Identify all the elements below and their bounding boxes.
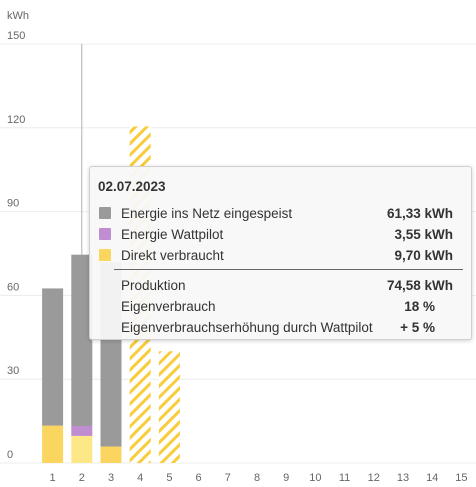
tooltip-value: 9,70 kWh bbox=[394, 248, 453, 263]
bar-segment-energie-wattpilot[interactable] bbox=[71, 425, 93, 436]
x-tick-label: 14 bbox=[426, 472, 438, 484]
tooltip-divider bbox=[114, 269, 463, 270]
x-tick-label: 7 bbox=[225, 472, 231, 484]
y-tick-label: 120 bbox=[7, 114, 25, 126]
tooltip-row-wattpilot: Energie Wattpilot 3,55 kWh bbox=[98, 224, 463, 245]
y-axis-unit-label: kWh bbox=[7, 10, 29, 22]
forecast-bar[interactable] bbox=[158, 351, 180, 463]
tooltip-label: Direkt verbraucht bbox=[121, 248, 224, 263]
x-tick-label: 9 bbox=[283, 472, 289, 484]
x-axis-ticks: 1 2 3 4 5 6 7 8 9 10 11 12 13 14 15 bbox=[50, 472, 468, 484]
y-tick-label: 60 bbox=[7, 281, 19, 293]
tooltip-value: + 5 % bbox=[400, 320, 435, 335]
hover-tooltip: 02.07.2023 Energie ins Netz eingespeist … bbox=[89, 166, 472, 340]
tooltip-row-wattpilot-increase: Eigenverbrauchserhöhung durch Wattpilot … bbox=[98, 317, 463, 338]
tooltip-row-grid-export: Energie ins Netz eingespeist 61,33 kWh bbox=[98, 203, 463, 224]
x-tick-label: 4 bbox=[137, 472, 143, 484]
tooltip-label: Produktion bbox=[121, 278, 186, 293]
tooltip-row-self-consumption: Eigenverbrauch 18 % bbox=[98, 296, 463, 317]
tooltip-label: Eigenverbrauchserhöhung durch Wattpilot bbox=[121, 320, 373, 335]
x-tick-label: 10 bbox=[309, 472, 321, 484]
direct-consumption-swatch-icon bbox=[99, 249, 111, 261]
y-tick-label: 0 bbox=[7, 449, 13, 461]
tooltip-label: Energie Wattpilot bbox=[121, 227, 224, 242]
bar-segment-energie-ins-netz-eingespeist[interactable] bbox=[42, 288, 64, 426]
y-axis-ticks: 0 30 60 90 120 150 bbox=[7, 30, 25, 461]
wattpilot-swatch-icon bbox=[99, 228, 111, 240]
y-tick-label: 90 bbox=[7, 198, 19, 210]
tooltip-date: 02.07.2023 bbox=[98, 179, 166, 194]
x-tick-label: 15 bbox=[455, 472, 467, 484]
tooltip-value: 74,58 kWh bbox=[386, 278, 453, 293]
x-tick-label: 1 bbox=[50, 472, 56, 484]
y-tick-label: 30 bbox=[7, 365, 19, 377]
tooltip-value: 18 % bbox=[404, 299, 435, 314]
tooltip-value: 61,33 kWh bbox=[386, 206, 453, 221]
bar-segment-energie-ins-netz-eingespeist[interactable] bbox=[71, 254, 93, 426]
bar-segment-direkt-verbraucht[interactable] bbox=[71, 435, 93, 463]
x-tick-label: 2 bbox=[79, 472, 85, 484]
x-tick-label: 11 bbox=[339, 472, 350, 484]
x-tick-label: 3 bbox=[108, 472, 114, 484]
x-tick-label: 12 bbox=[368, 472, 380, 484]
x-tick-label: 6 bbox=[196, 472, 202, 484]
tooltip-label: Eigenverbrauch bbox=[121, 299, 216, 314]
tooltip-row-direct: Direkt verbraucht 9,70 kWh bbox=[98, 245, 463, 266]
bar-segment-direkt-verbraucht[interactable] bbox=[100, 446, 122, 463]
x-tick-label: 13 bbox=[397, 472, 409, 484]
tooltip-label: Energie ins Netz eingespeist bbox=[121, 206, 293, 221]
bar-segment-direkt-verbraucht[interactable] bbox=[42, 425, 64, 463]
grid-export-swatch-icon bbox=[99, 207, 111, 219]
tooltip-value: 3,55 kWh bbox=[394, 227, 453, 242]
x-tick-label: 5 bbox=[166, 472, 172, 484]
y-tick-label: 150 bbox=[7, 30, 25, 42]
tooltip-row-production: Produktion 74,58 kWh bbox=[98, 275, 463, 296]
x-tick-label: 8 bbox=[254, 472, 260, 484]
